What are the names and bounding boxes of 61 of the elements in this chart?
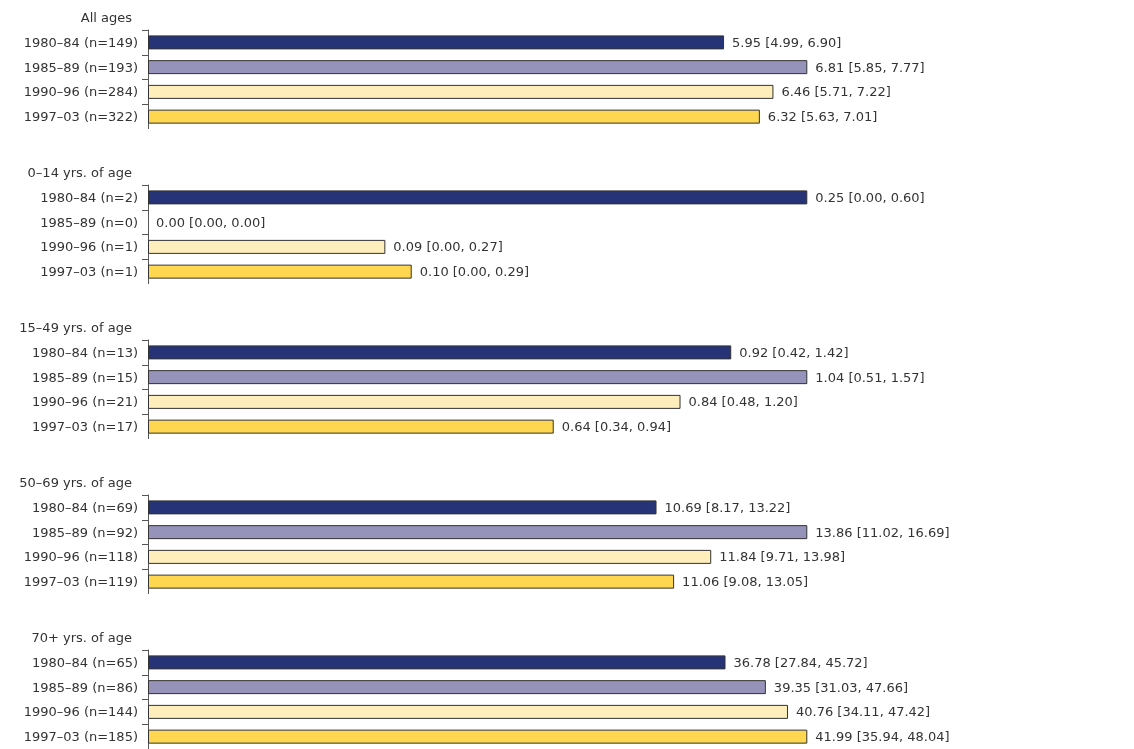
data-label: 1.04 [0.51, 1.57] (815, 369, 925, 385)
chart-title: 50–69 yrs. of age (19, 475, 132, 490)
data-label: 0.09 [0.00, 0.27] (393, 239, 503, 255)
data-label: 10.69 [8.17, 13.22] (664, 499, 791, 515)
bar (148, 729, 808, 744)
data-label: 13.86 [11.02, 16.69] (815, 524, 950, 540)
data-label: 5.95 [4.99, 6.90] (732, 34, 842, 50)
data-label: 0.00 [0.00, 0.00] (156, 214, 266, 230)
chart-title: 15–49 yrs. of age (19, 320, 132, 335)
data-label: 11.06 [9.08, 13.05] (682, 574, 809, 590)
bar (148, 370, 808, 385)
y-tick-label: 1985–89 (n=86) (31, 679, 138, 695)
bar (148, 680, 766, 695)
data-label: 0.25 [0.00, 0.60] (815, 189, 925, 205)
bar (148, 345, 732, 360)
data-label: 40.76 [34.11, 47.42] (796, 704, 931, 720)
bar (148, 574, 675, 589)
y-tick-label: 1990–96 (n=118) (23, 549, 138, 565)
chart-title: All ages (80, 10, 133, 25)
y-tick-label: 1985–89 (n=92) (31, 524, 138, 540)
data-label: 39.35 [31.03, 47.66] (773, 679, 909, 695)
data-label: 36.78 [27.84, 45.72] (733, 654, 868, 670)
data-label: 6.46 [5.71, 7.22] (781, 84, 891, 100)
y-tick-label: 1990–96 (n=1) (40, 239, 138, 255)
data-label: 11.84 [9.71, 13.98] (719, 549, 846, 565)
y-tick-label: 1985–89 (n=193) (23, 59, 138, 75)
bar (148, 549, 712, 564)
y-tick-label: 1980–84 (n=149) (23, 34, 138, 50)
chart-title: 0–14 yrs. of age (27, 165, 133, 180)
y-tick-label: 1985–89 (n=0) (40, 214, 138, 230)
y-tick-label: 1997–03 (n=17) (31, 419, 138, 435)
y-tick-label: 1997–03 (n=185) (23, 729, 138, 745)
y-tick-label: 1997–03 (n=322) (23, 109, 138, 125)
y-tick-label: 1980–84 (n=13) (31, 344, 138, 360)
bar (148, 419, 554, 434)
y-tick-label: 1990–96 (n=21) (31, 394, 138, 410)
bar (148, 60, 808, 75)
data-label: 0.92 [0.42, 1.42] (739, 344, 849, 360)
data-label: 0.84 [0.48, 1.20] (688, 394, 798, 410)
y-tick-label: 1980–84 (n=65) (31, 654, 138, 670)
data-label: 0.10 [0.00, 0.29] (419, 264, 530, 280)
bar (148, 704, 788, 719)
y-tick-label: 1997–03 (n=119) (23, 574, 138, 590)
bar (148, 394, 681, 409)
data-label: 6.81 [5.85, 7.77] (815, 59, 925, 75)
bar (148, 655, 726, 670)
y-tick-label: 1990–96 (n=144) (23, 704, 138, 720)
chart-title: 70+ yrs. of age (31, 630, 133, 645)
data-label: 0.64 [0.34, 0.94] (561, 419, 672, 435)
y-tick-label: 1980–84 (n=2) (40, 189, 138, 205)
y-tick-label: 1990–96 (n=284) (23, 84, 138, 100)
data-label: 6.32 [5.63, 7.01] (767, 109, 878, 125)
bar (148, 500, 657, 515)
y-tick-label: 1980–84 (n=69) (31, 499, 138, 515)
y-tick-label: 1985–89 (n=15) (31, 369, 138, 385)
data-label: 41.99 [35.94, 48.04] (815, 729, 950, 745)
bar (148, 35, 725, 50)
bar (148, 84, 774, 99)
y-tick-label: 1997–03 (n=1) (40, 264, 138, 280)
bar (148, 525, 808, 540)
bar (148, 109, 760, 124)
